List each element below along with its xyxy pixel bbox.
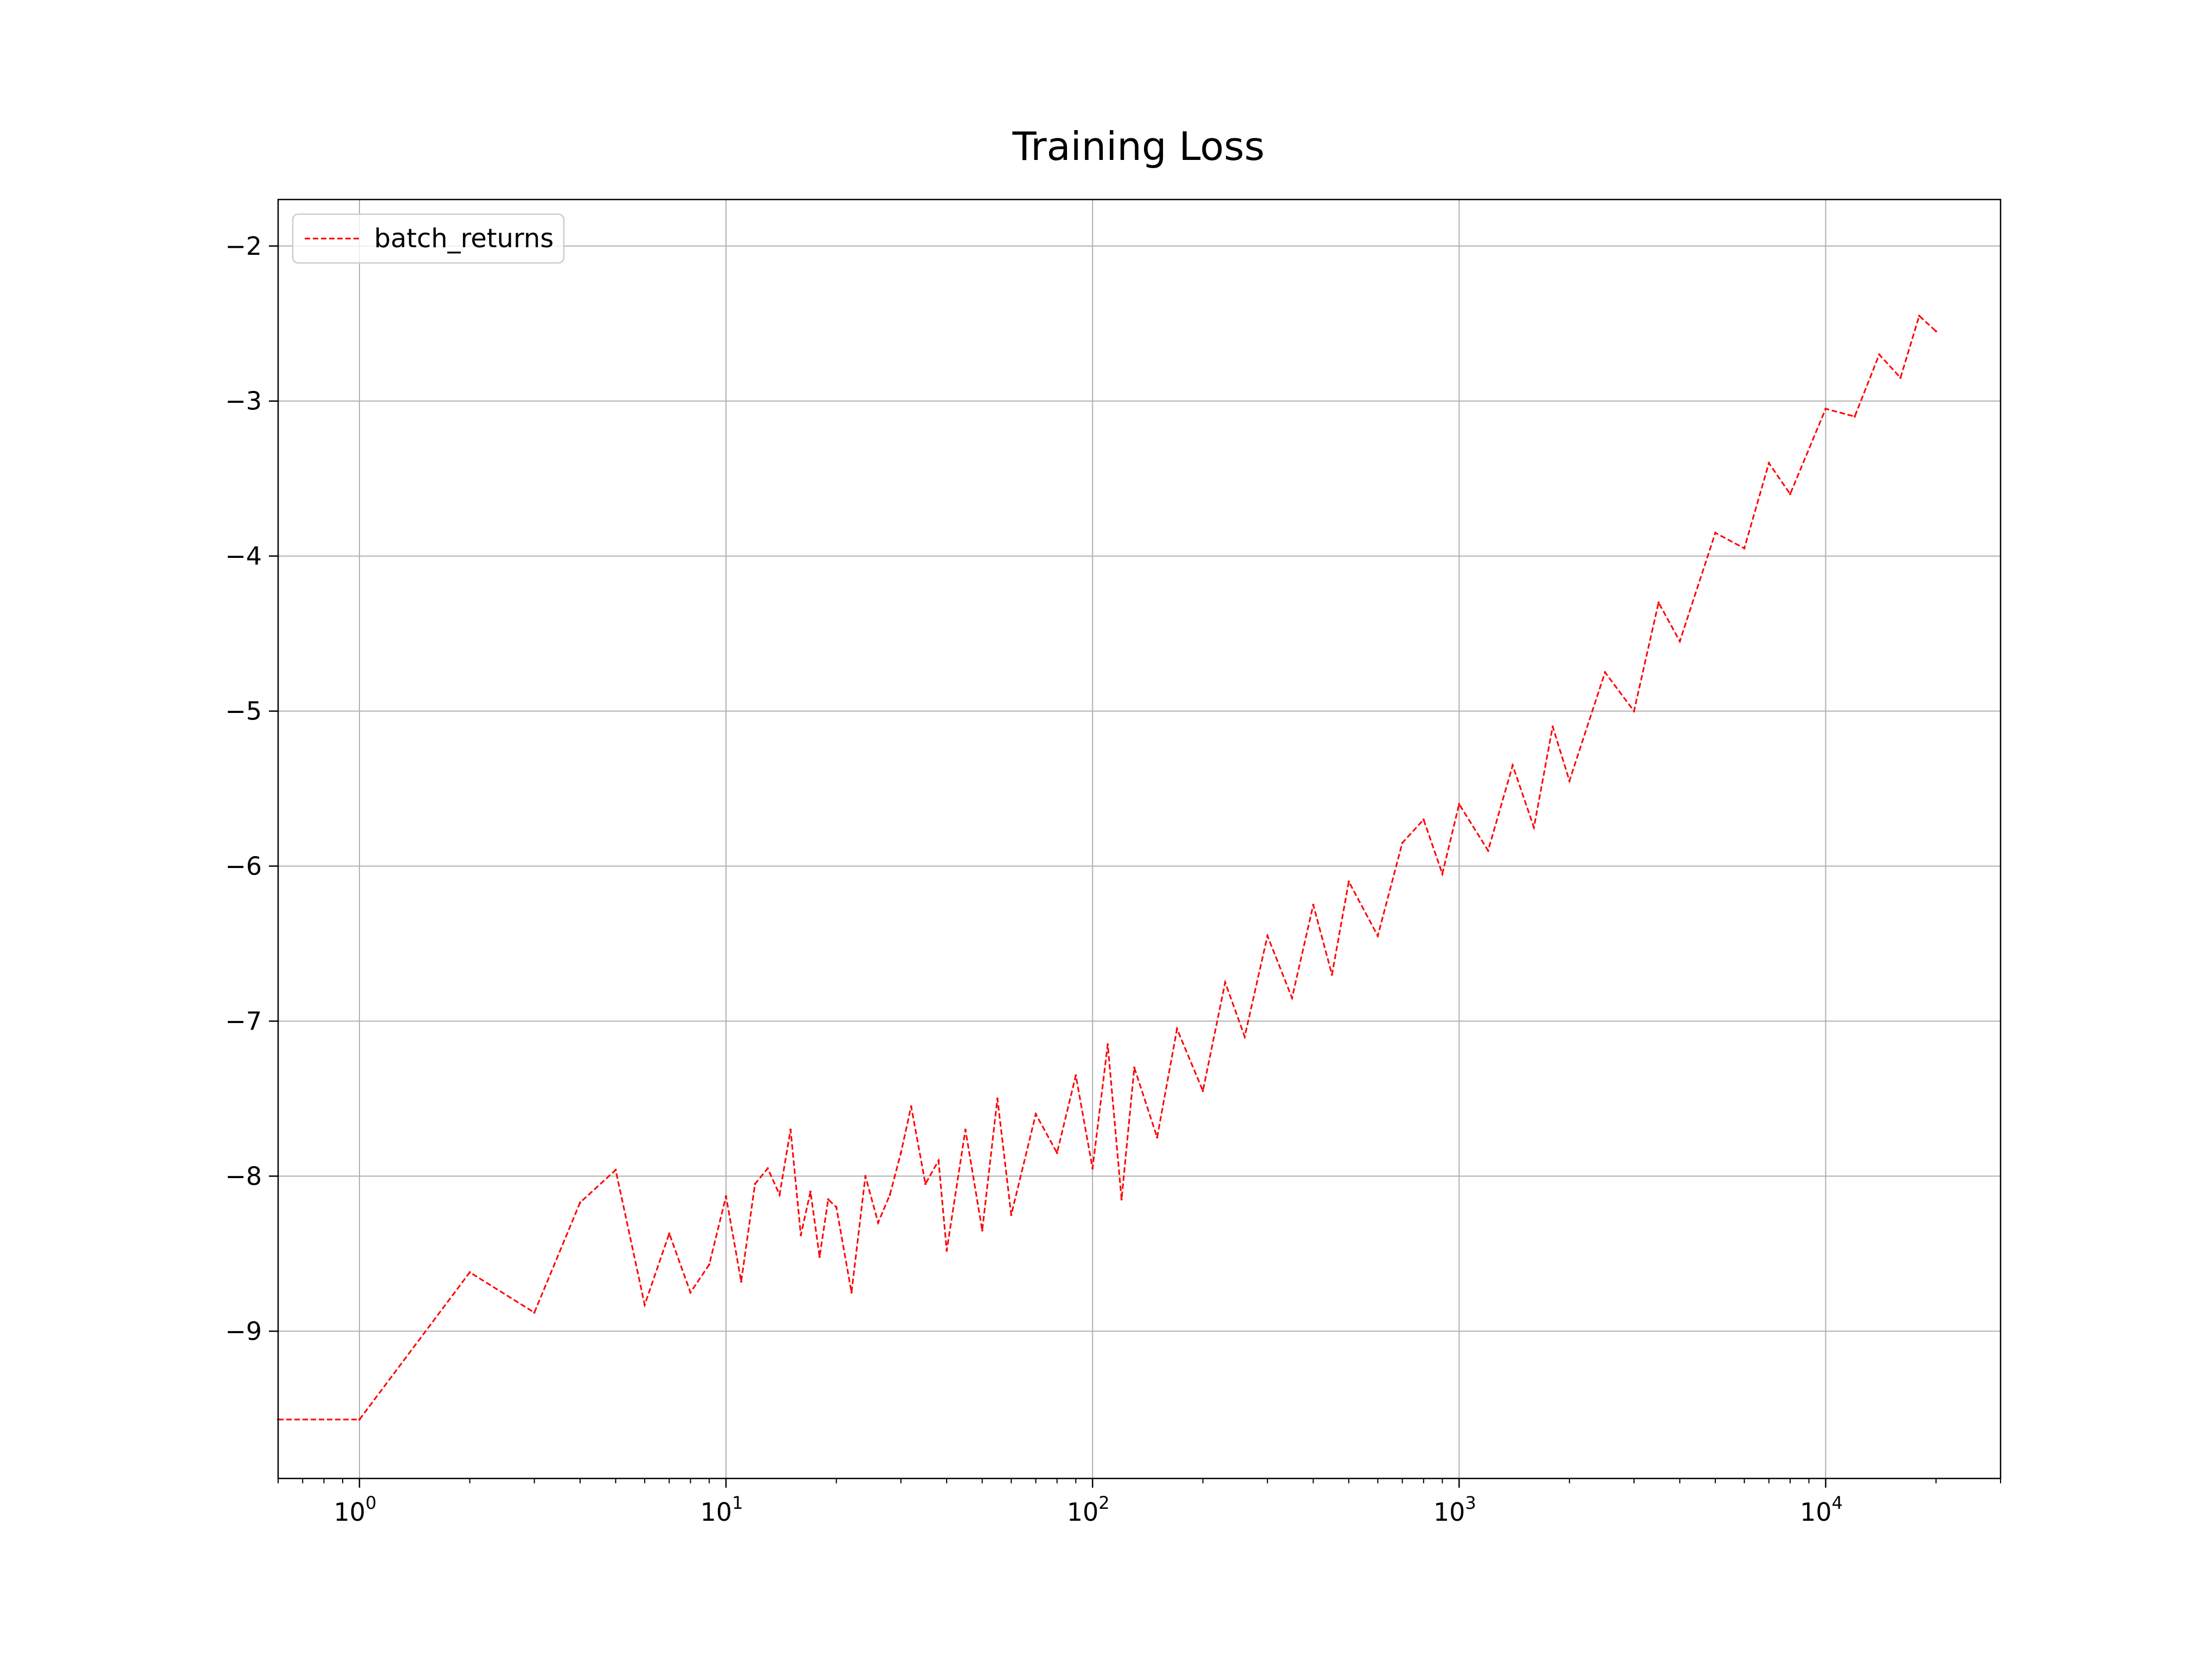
- data-point: [800, 1234, 802, 1237]
- ticks: 100 101 102 103 104 −2 −3 −4 −5 −6 −7 −8 −9: [225, 232, 2001, 1527]
- data-point: [1824, 408, 1827, 410]
- y-tick-label: −5: [225, 697, 262, 726]
- data-point: [981, 1229, 983, 1232]
- data-point: [835, 1206, 838, 1208]
- data-point: [937, 1159, 940, 1162]
- data-point: [1243, 1036, 1246, 1038]
- data-point: [1458, 803, 1461, 806]
- x-tick-label: 101: [700, 1493, 743, 1527]
- data-point: [818, 1256, 821, 1258]
- legend: batch_returns: [292, 213, 565, 264]
- data-point: [996, 1097, 999, 1100]
- data-point: [533, 1311, 536, 1314]
- data-point: [1330, 973, 1333, 976]
- data-point: [877, 1221, 879, 1224]
- data-point: [1401, 841, 1404, 844]
- data-point: [668, 1232, 671, 1235]
- data-point: [1091, 1167, 1094, 1170]
- data-point: [1010, 1213, 1013, 1216]
- plot-area-frame: [277, 198, 2002, 1480]
- chart-title: Training Loss: [1012, 124, 1265, 169]
- data-point: [579, 1201, 581, 1204]
- data-point: [1568, 780, 1571, 782]
- x-tick-label: 103: [1433, 1493, 1476, 1527]
- data-point: [1878, 353, 1881, 356]
- data-point: [1551, 725, 1554, 728]
- data-point: [1056, 1152, 1058, 1154]
- data-point: [1854, 415, 1856, 418]
- data-point: [827, 1198, 829, 1201]
- data-point: [1075, 1074, 1077, 1077]
- data-point: [1176, 1027, 1178, 1030]
- data-point: [708, 1263, 711, 1266]
- data-point: [1441, 872, 1444, 875]
- grid: [278, 200, 2001, 1478]
- data-point: [1156, 1136, 1159, 1139]
- data-point: [1487, 849, 1489, 852]
- x-tick-label: 102: [1067, 1493, 1110, 1527]
- data-point: [850, 1291, 853, 1294]
- data-point: [924, 1182, 927, 1185]
- data-point: [899, 1152, 902, 1154]
- data-point: [358, 1418, 361, 1421]
- data-point: [1133, 1066, 1136, 1069]
- data-point: [778, 1193, 781, 1196]
- data-point: [1512, 764, 1514, 767]
- x-tick-label: 100: [334, 1493, 377, 1527]
- data-point: [1266, 935, 1269, 937]
- y-tick-label: −7: [225, 1006, 262, 1036]
- data-point: [1604, 671, 1606, 674]
- data-point: [1201, 1090, 1204, 1092]
- data-point: [1679, 640, 1681, 642]
- y-tick-label: −9: [225, 1316, 262, 1346]
- data-point: [740, 1280, 743, 1283]
- data-point: [910, 1105, 912, 1108]
- data-point: [1224, 981, 1226, 983]
- data-point: [1632, 710, 1635, 712]
- data-point: [1422, 818, 1425, 821]
- data-point: [468, 1271, 471, 1274]
- data-point: [809, 1191, 812, 1193]
- data-point: [689, 1291, 692, 1294]
- data-point: [789, 1128, 792, 1131]
- data-point: [1120, 1198, 1123, 1201]
- y-tick-label: −2: [225, 232, 262, 261]
- series-layer: [277, 314, 1937, 1421]
- data-point: [1714, 531, 1716, 534]
- data-point: [1899, 376, 1902, 379]
- data-point: [1657, 601, 1660, 604]
- y-tick-label: −8: [225, 1161, 262, 1191]
- data-point: [767, 1167, 769, 1170]
- data-point: [1347, 880, 1350, 883]
- data-point: [1312, 904, 1315, 906]
- data-point: [1107, 1043, 1109, 1046]
- data-point: [1533, 826, 1535, 829]
- data-point: [614, 1169, 617, 1171]
- data-point: [964, 1128, 967, 1131]
- legend-box: [292, 213, 565, 264]
- data-point: [1034, 1113, 1037, 1115]
- legend-label: batch_returns: [374, 223, 554, 254]
- data-point: [864, 1175, 867, 1178]
- data-point: [1377, 935, 1379, 937]
- data-point: [1918, 314, 1920, 317]
- data-point: [1934, 330, 1937, 332]
- data-point: [1291, 996, 1294, 999]
- data-point: [1789, 493, 1791, 496]
- data-point: [946, 1249, 948, 1252]
- data-point: [644, 1303, 646, 1306]
- data-point: [1743, 547, 1746, 550]
- data-point: [1767, 462, 1770, 465]
- data-point: [725, 1195, 728, 1198]
- y-tick-label: −3: [225, 387, 262, 416]
- x-tick-label: 104: [1800, 1493, 1843, 1527]
- y-tick-label: −4: [225, 542, 262, 571]
- y-tick-label: −6: [225, 852, 262, 881]
- data-point: [754, 1182, 756, 1185]
- data-point: [889, 1193, 891, 1196]
